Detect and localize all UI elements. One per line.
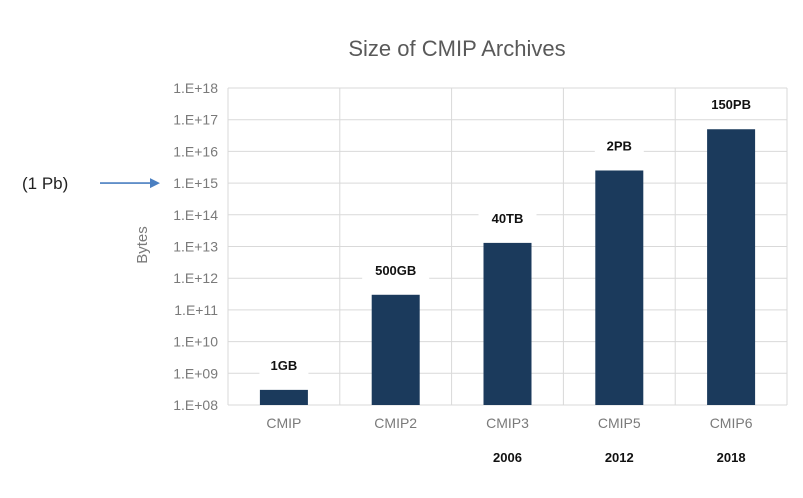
chart-title: Size of CMIP Archives — [348, 36, 565, 61]
data-label: 1GB — [271, 358, 298, 373]
y-tick-label: 1.E+16 — [173, 143, 218, 159]
data-label: 500GB — [375, 263, 416, 278]
arrow-head-icon — [150, 178, 160, 189]
x-category-label: CMIP5 — [598, 415, 641, 431]
data-label: 2PB — [607, 138, 632, 153]
year-labels: 2006 2012 2018 — [493, 450, 746, 465]
annotation-label: (1 Pb) — [22, 174, 68, 193]
bars — [259, 129, 756, 405]
bar — [259, 389, 308, 405]
y-tick-label: 1.E+14 — [173, 207, 218, 223]
year-label: 2012 — [605, 450, 634, 465]
y-tick-label: 1.E+15 — [173, 175, 218, 191]
y-tick-label: 1.E+13 — [173, 239, 218, 255]
category-labels: CMIP CMIP2 CMIP3 CMIP5 CMIP6 — [266, 415, 752, 431]
data-label-background — [259, 354, 309, 377]
data-label: 40TB — [492, 211, 524, 226]
bar — [707, 129, 756, 405]
y-tick-label: 1.E+18 — [173, 80, 218, 96]
annotation: (1 Pb) — [22, 174, 160, 193]
data-labels: 1GB 500GB 40TB 2PB 150PB — [259, 94, 765, 377]
bar — [595, 170, 644, 405]
y-tick-label: 1.E+11 — [174, 302, 218, 318]
x-category-label: CMIP2 — [374, 415, 417, 431]
x-category-label: CMIP3 — [486, 415, 529, 431]
y-tick-label: 1.E+09 — [173, 365, 218, 381]
y-tick-label: 1.E+17 — [173, 112, 218, 128]
bar — [371, 294, 420, 405]
year-label: 2006 — [493, 450, 522, 465]
data-label-background — [362, 259, 430, 282]
y-tick-label: 1.E+10 — [173, 334, 218, 350]
y-tick-label: 1.E+08 — [173, 397, 218, 413]
x-category-label: CMIP6 — [710, 415, 753, 431]
bar — [483, 242, 532, 405]
data-label: 150PB — [711, 97, 751, 112]
year-label: 2018 — [717, 450, 746, 465]
y-axis-label: Bytes — [134, 226, 151, 264]
y-tick-label: 1.E+12 — [173, 270, 218, 286]
data-label-background — [697, 94, 765, 117]
data-label-background — [594, 135, 644, 158]
x-category-label: CMIP — [266, 415, 301, 431]
data-label-background — [478, 207, 537, 230]
y-axis-ticks: 1.E+08 1.E+09 1.E+10 1.E+11 1.E+12 1.E+13 1.E+… — [173, 80, 218, 413]
